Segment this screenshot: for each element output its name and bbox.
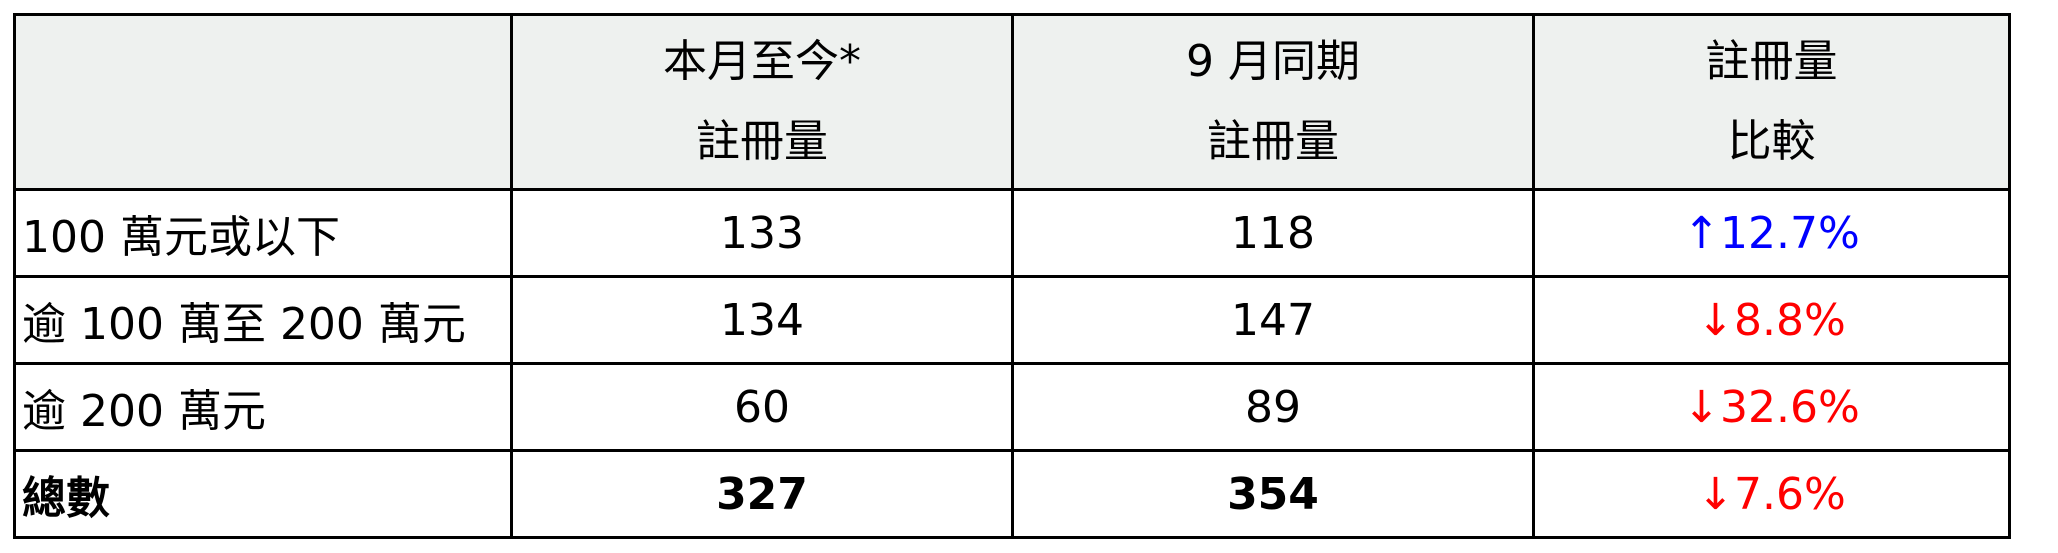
header-last-line1: 9 月同期 (1186, 36, 1360, 87)
change-value: ↓7.6% (1532, 449, 2011, 539)
current-value: 133 (510, 188, 1014, 278)
total-row: 總數 327 354 ↓7.6% (13, 449, 2011, 539)
change-value: ↑12.7% (1532, 188, 2011, 278)
header-change-line1: 註冊量 (1705, 36, 1838, 87)
change-value: ↓32.6% (1532, 362, 2011, 452)
last-value: 147 (1011, 275, 1535, 365)
header-last-line2: 註冊量 (1207, 116, 1339, 167)
table-row: 100 萬元或以下 133 118 ↑12.7% (13, 188, 2011, 278)
row-label: 100 萬元或以下 (13, 188, 513, 278)
header-current: 本月至今* 註冊量 (510, 13, 1014, 191)
last-value: 118 (1011, 188, 1535, 278)
last-value: 89 (1011, 362, 1535, 452)
registration-table: 本月至今* 註冊量 9 月同期 註冊量 註冊量 比較 100 萬元或以下 133 11… (13, 13, 2011, 539)
row-label: 逾 200 萬元 (13, 362, 513, 452)
header-category (13, 13, 513, 191)
header-change: 註冊量 比較 (1532, 13, 2011, 191)
header-last: 9 月同期註冊量 (1011, 13, 1535, 191)
current-value: 134 (510, 275, 1014, 365)
table-row: 逾 200 萬元 60 89 ↓32.6% (13, 362, 2011, 452)
header-row: 本月至今* 註冊量 9 月同期 註冊量 註冊量 比較 (13, 13, 2011, 191)
row-label: 總數 (13, 449, 513, 539)
change-value: ↓8.8% (1532, 275, 2011, 365)
current-value: 327 (510, 449, 1014, 539)
header-change-line2: 比較 (1727, 116, 1816, 167)
current-value: 60 (510, 362, 1014, 452)
header-current-line1: 本月至今* (663, 36, 861, 87)
last-value: 354 (1011, 449, 1535, 539)
table-row: 逾 100 萬至 200 萬元 134 147 ↓8.8% (13, 275, 2011, 365)
row-label: 逾 100 萬至 200 萬元 (13, 275, 513, 365)
header-current-line2: 註冊量 (696, 116, 828, 167)
